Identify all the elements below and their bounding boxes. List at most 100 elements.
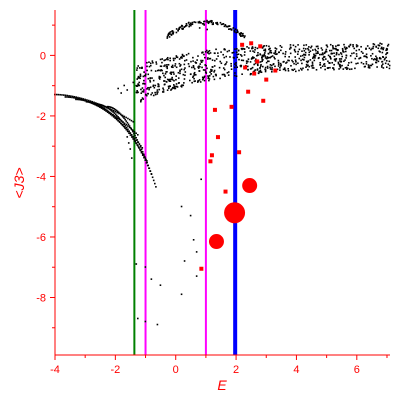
scatter-point <box>152 61 154 64</box>
scatter-point <box>338 44 340 46</box>
scatter-point <box>161 61 163 64</box>
scatter-point <box>313 59 316 62</box>
scatter-point <box>259 65 262 68</box>
red-point <box>209 153 214 158</box>
scatter-point <box>166 37 169 39</box>
scatter-point <box>144 75 147 77</box>
scatter-point <box>310 46 312 49</box>
scatter-point <box>379 42 381 45</box>
scatter-point <box>167 85 170 88</box>
scatter-point <box>222 67 225 69</box>
scatter-point <box>373 58 376 60</box>
scatter-point <box>323 63 325 66</box>
scatter-point <box>99 106 101 109</box>
scatter-point <box>127 117 129 120</box>
scatter-point <box>123 84 126 87</box>
scatter-point <box>259 70 262 73</box>
scatter-point <box>294 59 297 62</box>
scatter-point <box>140 150 143 153</box>
scatter-point <box>301 54 304 57</box>
scatter-point <box>301 50 303 52</box>
scatter-point <box>340 52 342 54</box>
red-point <box>223 189 228 194</box>
scatter-point <box>353 47 356 50</box>
scatter-point <box>85 101 88 103</box>
scatter-point <box>379 56 381 59</box>
scatter-point <box>146 88 148 90</box>
scatter-point <box>275 53 278 56</box>
scatter-point <box>267 60 269 62</box>
scatter-point <box>280 49 282 52</box>
scatter-point <box>212 75 215 78</box>
scatter-point <box>251 46 254 48</box>
scatter-point <box>189 24 192 26</box>
scatter-point <box>322 53 324 56</box>
scatter-point <box>271 67 273 69</box>
scatter-point <box>269 66 271 69</box>
scatter-point <box>269 64 272 66</box>
scatter-point <box>196 81 199 83</box>
scatter-point <box>207 75 209 77</box>
scatter-point <box>96 103 98 106</box>
scatter-point <box>179 70 181 73</box>
scatter-point <box>371 52 374 55</box>
scatter-point <box>78 98 80 101</box>
scatter-point <box>208 79 210 82</box>
scatter-point <box>371 47 373 50</box>
scatter-point <box>167 34 169 36</box>
scatter-point <box>386 45 389 47</box>
scatter-point <box>344 66 347 69</box>
scatter-point <box>193 72 195 75</box>
scatter-point <box>345 66 348 69</box>
scatter-point <box>319 61 322 64</box>
scatter-point <box>127 123 130 126</box>
scatter-point <box>180 56 183 58</box>
scatter-point <box>76 97 78 100</box>
scatter-point <box>149 62 152 65</box>
scatter-point <box>315 52 317 55</box>
scatter-point <box>158 69 160 71</box>
scatter-point <box>134 134 136 137</box>
scatter-point <box>113 112 116 114</box>
scatter-point <box>270 55 273 58</box>
scatter-point <box>142 89 145 91</box>
scatter-point <box>280 64 282 66</box>
scatter-point <box>173 79 175 82</box>
scatter-point <box>206 51 209 54</box>
scatter-point <box>139 77 141 80</box>
scatter-point <box>79 98 82 101</box>
scatter-point <box>175 78 177 81</box>
scatter-point <box>314 48 316 51</box>
scatter-point <box>180 293 183 296</box>
scatter-point <box>264 52 266 54</box>
scatter-point <box>320 47 323 49</box>
scatter-point <box>303 53 305 56</box>
scatter-point <box>57 93 60 96</box>
red-point <box>243 65 248 70</box>
scatter-point <box>192 60 194 62</box>
scatter-point <box>252 50 254 52</box>
scatter-point <box>191 81 193 84</box>
red-point <box>273 68 278 73</box>
scatter-point <box>140 100 142 103</box>
scatter-point <box>230 65 233 67</box>
scatter-point <box>331 52 334 55</box>
scatter-point <box>148 88 150 91</box>
scatter-point <box>139 75 142 77</box>
scatter-point <box>211 69 213 71</box>
scatter-point <box>136 78 139 80</box>
scatter-point <box>143 153 145 156</box>
scatter-point <box>194 73 197 76</box>
scatter-point <box>145 158 147 161</box>
scatter-point <box>125 123 128 126</box>
scatter-point <box>184 74 186 77</box>
scatter-point <box>169 57 171 60</box>
scatter-point <box>292 69 294 72</box>
scatter-point <box>181 84 183 86</box>
scatter-point <box>190 23 193 26</box>
y-tick-label: -2 <box>36 111 46 123</box>
scatter-point <box>189 73 192 76</box>
scatter-point <box>152 85 155 87</box>
scatter-point <box>214 52 216 55</box>
scatter-point <box>203 79 206 82</box>
